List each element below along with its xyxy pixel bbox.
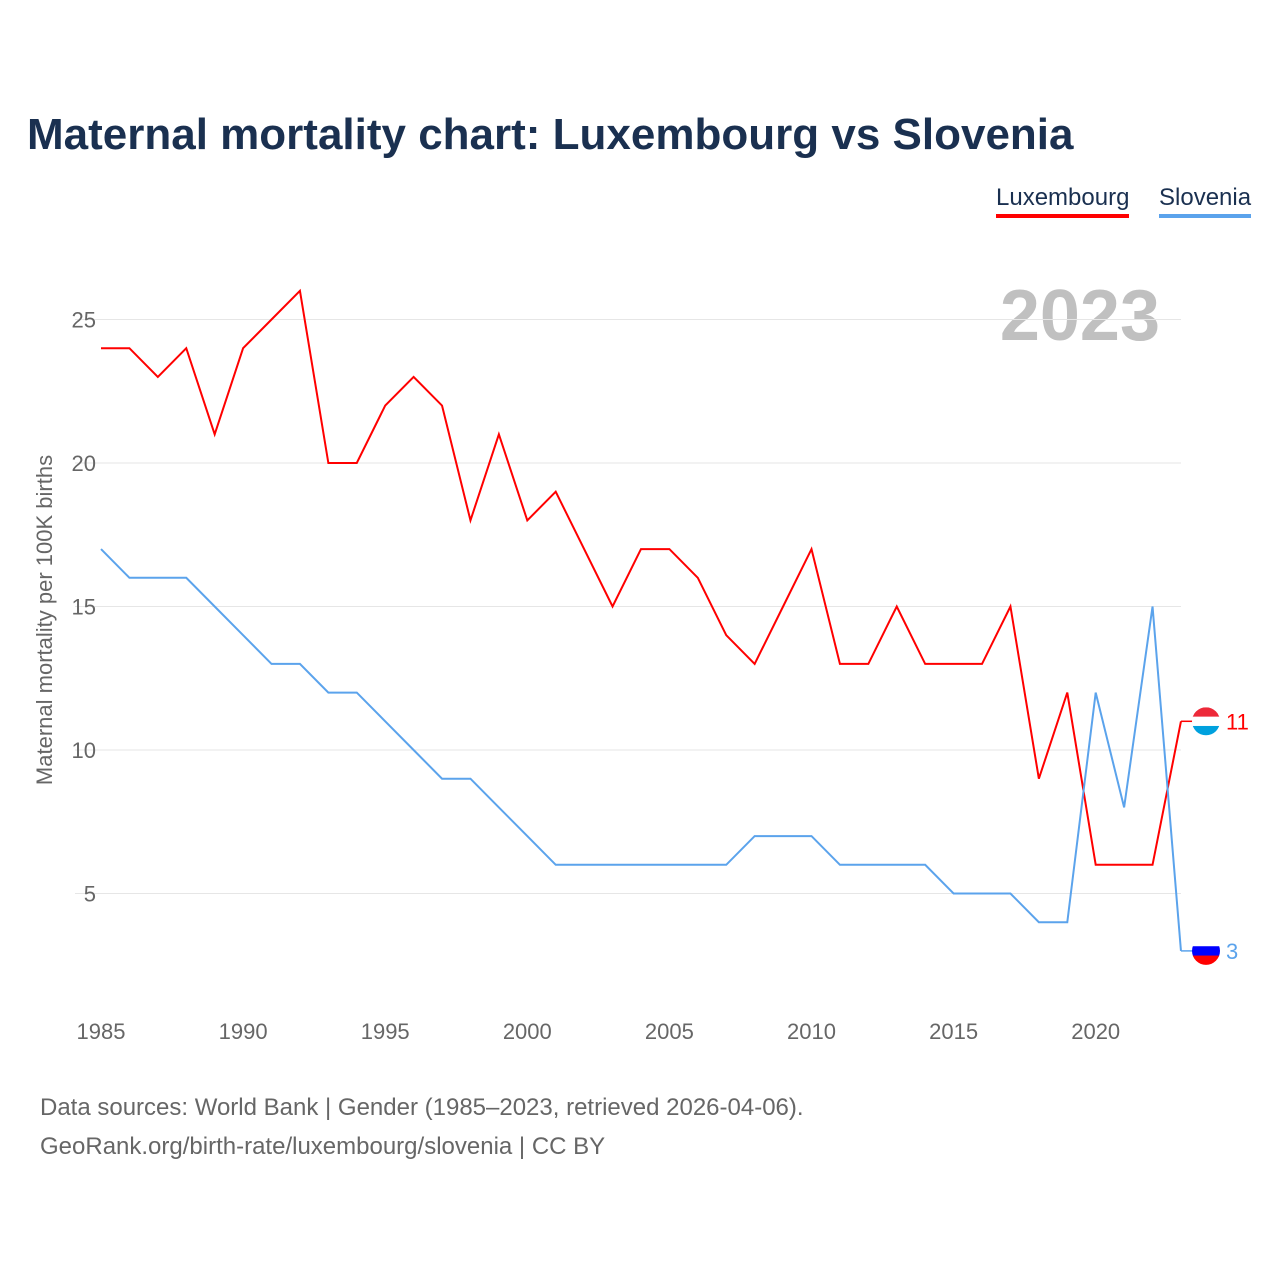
year-label: 2023 [1000,276,1160,356]
x-tick-label: 1995 [361,1019,410,1044]
end-value-label: 3 [1226,939,1238,964]
x-tick-label: 2000 [503,1019,552,1044]
source-line-2[interactable]: GeoRank.org/birth-rate/luxembourg/sloven… [40,1133,606,1160]
y-tick-label: 20 [72,451,96,476]
x-tick-label: 2020 [1071,1019,1120,1044]
series-line-luxembourg [101,288,1182,866]
y-tick-label: 25 [72,308,96,333]
y-tick-label: 5 [84,882,96,907]
x-tick-label: 2005 [645,1019,694,1044]
y-tick-label: 10 [72,738,96,763]
source-note: Data sources: World Bank | Gender (1985–… [40,1088,804,1166]
series-line-slovenia [100,548,1182,951]
end-value-label: 11 [1226,709,1249,734]
x-tick-label: 1990 [219,1019,268,1044]
chart-title: Maternal mortality chart: Luxembourg vs … [27,110,1074,159]
x-tick-label: 2015 [929,1019,978,1044]
y-axis-label: Maternal mortality per 100K births [32,455,57,785]
legend-luxembourg[interactable]: Luxembourg [996,184,1130,218]
y-tick-label: 15 [72,595,96,620]
source-line-1: Data sources: World Bank | Gender (1985–… [40,1094,804,1121]
x-tick-label: 1985 [77,1019,126,1044]
flag-icon-slovenia [1192,936,1220,965]
legend-slovenia[interactable]: Slovenia [1159,184,1252,218]
flag-icon-luxembourg [1192,707,1220,736]
x-tick-label: 2010 [787,1019,836,1044]
